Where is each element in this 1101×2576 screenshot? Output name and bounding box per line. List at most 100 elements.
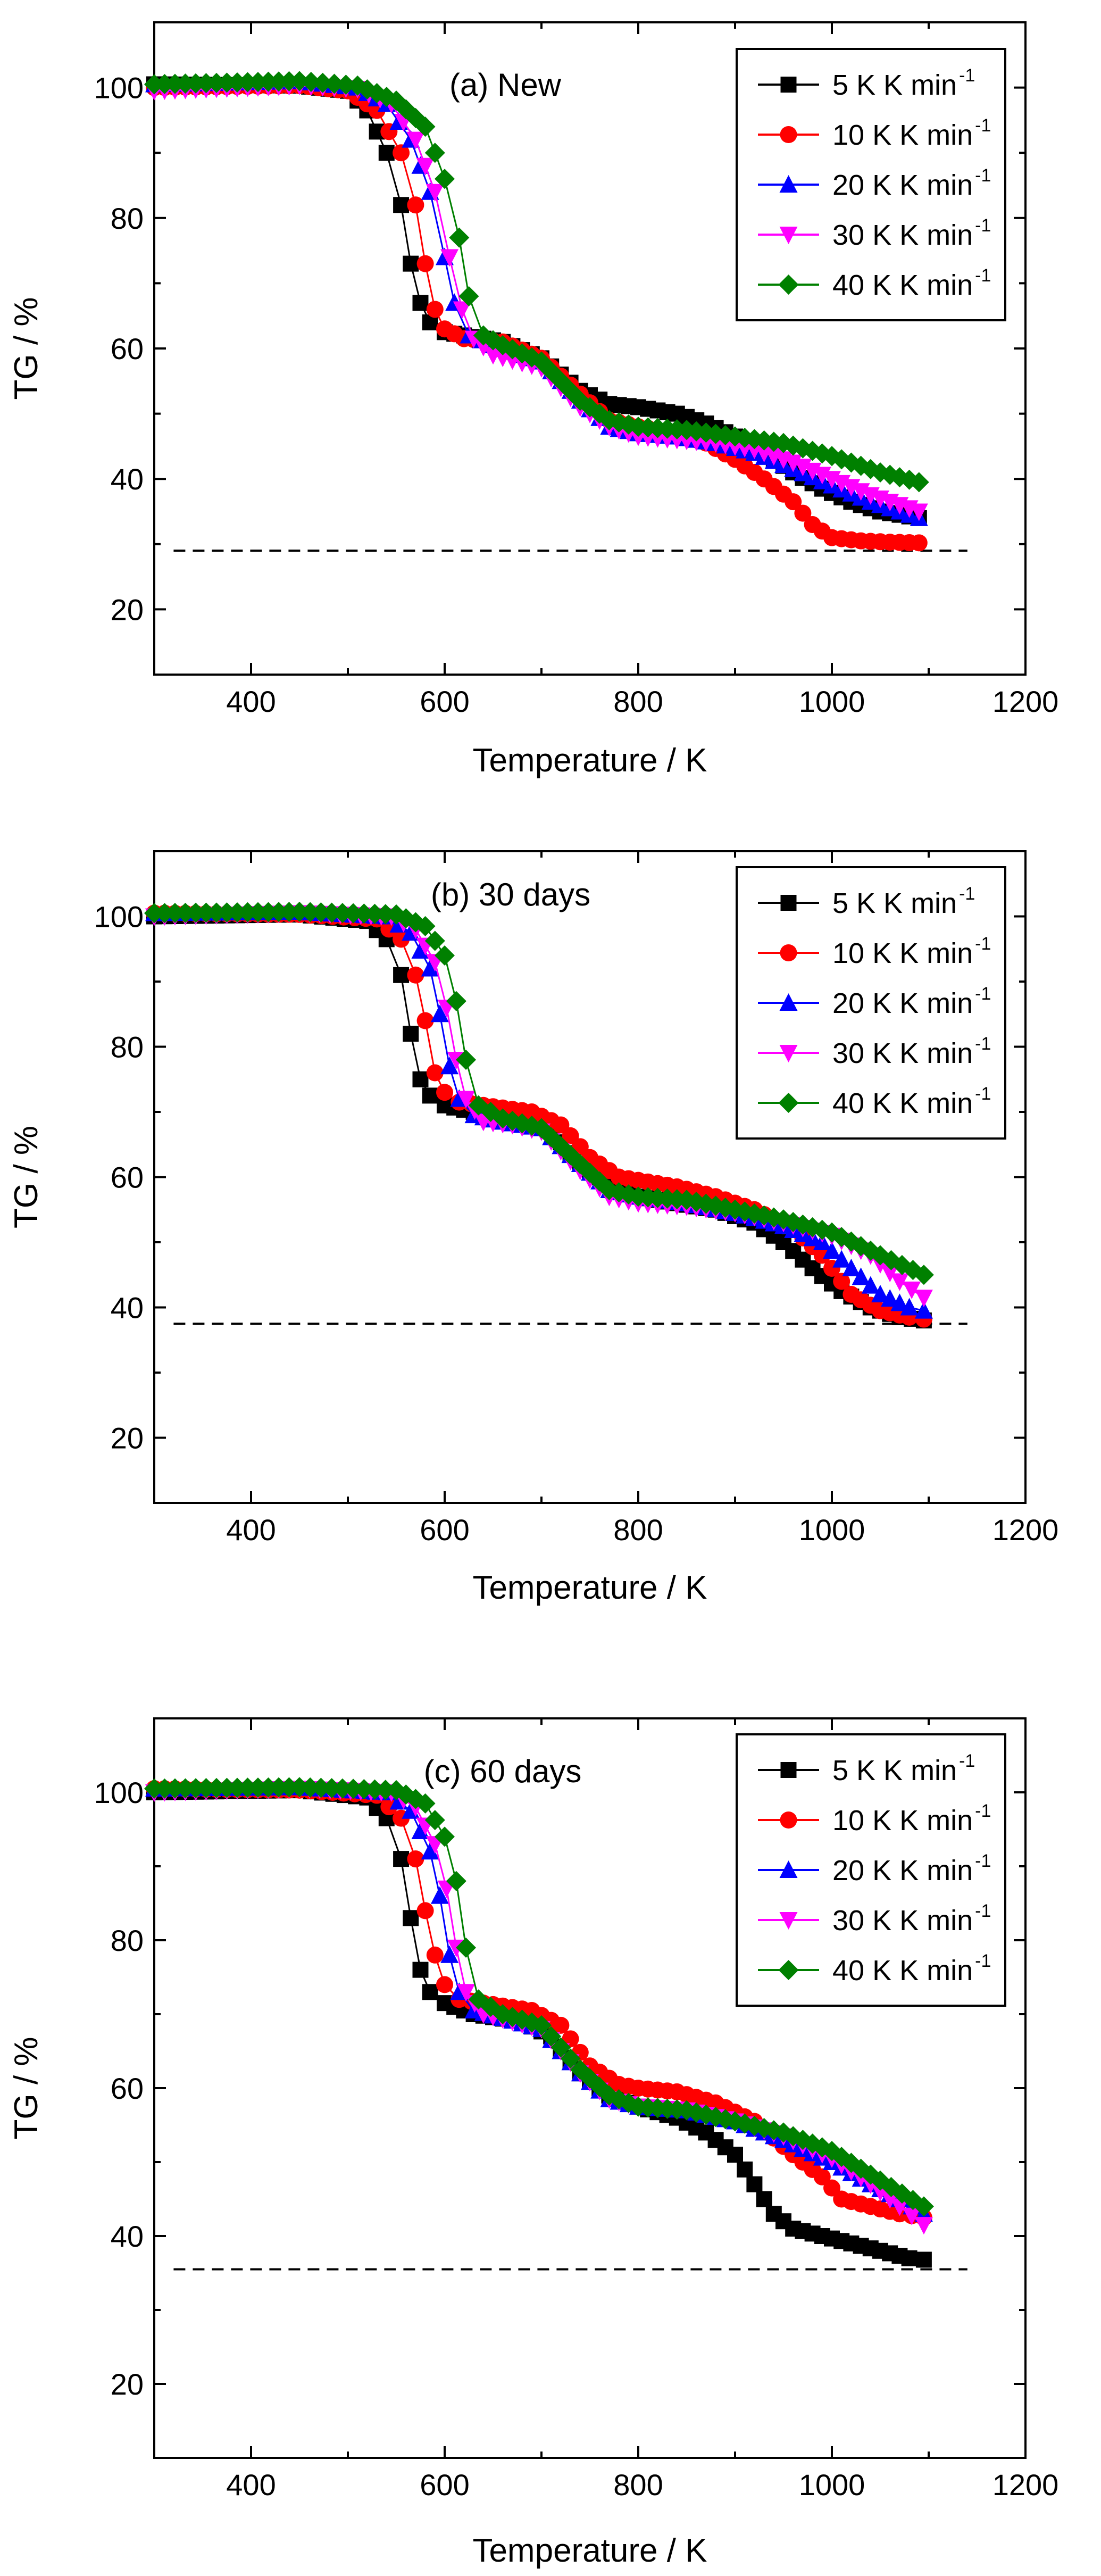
data-point (541, 2026, 562, 2047)
data-point (403, 1910, 419, 1926)
data-point (725, 2111, 745, 2132)
data-point (440, 1057, 459, 1075)
data-point (227, 902, 247, 923)
legend-superscript: -1 (959, 65, 975, 86)
data-point (512, 2009, 532, 2030)
data-point (154, 74, 175, 95)
legend-label: 40 K K min (832, 1087, 973, 1119)
data-point (300, 1777, 321, 1798)
y-tick-label: 80 (111, 1924, 144, 1957)
data-point (608, 2089, 629, 2109)
x-tick-label: 800 (613, 2468, 663, 2502)
legend-label: 40 K K min (832, 269, 973, 301)
legend: 5 K K min -110 K K min -120 K K min -130 K … (736, 866, 1006, 1140)
data-point (301, 72, 321, 93)
legend-marker (779, 993, 798, 1011)
data-point (435, 945, 455, 966)
data-point (426, 1064, 444, 1082)
data-point (412, 1071, 429, 1087)
y-tick-label: 40 (111, 462, 144, 496)
data-point (881, 1289, 899, 1307)
data-point (618, 1184, 639, 1205)
legend-marker (779, 1860, 798, 1878)
legend-marker (778, 1093, 799, 1113)
data-point (321, 1778, 342, 1799)
data-point (332, 903, 353, 924)
data-point (269, 902, 289, 923)
data-point (269, 71, 289, 92)
data-point (440, 249, 459, 267)
data-point (841, 2153, 862, 2173)
data-point (411, 1821, 430, 1839)
data-point (393, 144, 410, 162)
legend-marker (779, 175, 798, 193)
data-point (446, 1871, 466, 1891)
data-point (237, 1777, 258, 1798)
data-point (823, 2179, 840, 2197)
y-tick-label: 60 (111, 332, 144, 365)
data-point (248, 72, 268, 93)
data-point (258, 902, 279, 923)
data-point (910, 503, 928, 521)
data-point (311, 1777, 331, 1798)
data-point (881, 2176, 902, 2197)
legend-superscript: -1 (975, 934, 991, 954)
data-point (696, 1193, 716, 1214)
data-point (435, 169, 455, 189)
y-tick-label: 100 (94, 1776, 144, 1809)
data-point (154, 903, 175, 924)
data-point (746, 2176, 763, 2192)
data-point (618, 2092, 639, 2113)
data-point (393, 197, 410, 213)
data-point (813, 1247, 831, 1264)
data-point (914, 2217, 933, 2235)
legend-superscript: -1 (975, 1901, 991, 1921)
data-point (562, 1127, 579, 1144)
data-point (832, 1250, 851, 1268)
data-point (144, 74, 164, 95)
data-point (890, 1273, 909, 1291)
data-point (375, 904, 396, 925)
y-tick-label: 20 (111, 2367, 144, 2401)
data-point (248, 902, 268, 923)
data-point (913, 1265, 934, 1285)
data-point (403, 255, 419, 272)
data-point (754, 2118, 774, 2139)
legend-label: 5 K K min (832, 69, 957, 101)
legend-superscript: -1 (975, 1084, 991, 1104)
y-tick-label: 100 (94, 71, 144, 105)
data-point (227, 1777, 247, 1798)
data-point (396, 908, 416, 929)
data-point (456, 1937, 477, 1958)
legend-marker (779, 1045, 798, 1062)
data-point (415, 1793, 436, 1814)
data-point (440, 1945, 459, 1963)
legend-box (736, 866, 1006, 1140)
data-point (552, 1116, 570, 1134)
data-point (666, 2099, 687, 2120)
data-point (424, 1810, 445, 1831)
x-tick-label: 1000 (799, 685, 865, 718)
data-point (686, 2102, 707, 2123)
y-tick-label: 80 (111, 1031, 144, 1064)
data-point (216, 902, 237, 923)
panel-title: (c) 60 days (424, 1754, 582, 1789)
series-4 (144, 1777, 934, 2217)
legend-label: 20 K K min (832, 1855, 973, 1887)
y-tick-label: 20 (111, 1422, 144, 1455)
data-point (415, 117, 436, 137)
data-point (580, 2068, 600, 2089)
data-point (415, 916, 436, 936)
data-point (206, 72, 227, 93)
x-tick-label: 1200 (992, 2468, 1059, 2502)
data-point (842, 1259, 861, 1276)
data-point (343, 1779, 364, 1799)
data-point (735, 1201, 755, 1222)
data-point (289, 901, 310, 922)
data-point (416, 1902, 434, 1919)
data-point (279, 902, 299, 923)
data-point (727, 2147, 743, 2163)
data-point (407, 1850, 424, 1868)
data-point (216, 1777, 237, 1798)
